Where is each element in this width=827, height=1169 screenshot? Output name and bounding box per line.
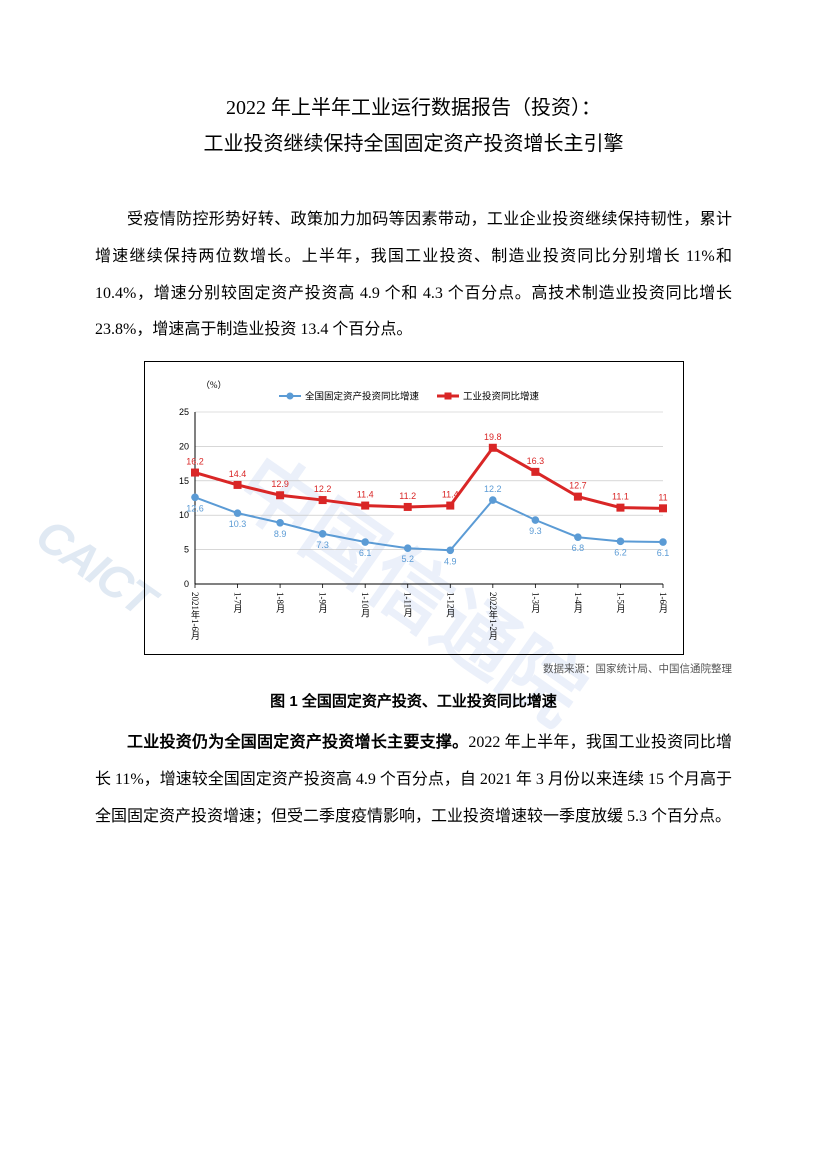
svg-text:20: 20 bbox=[178, 442, 188, 452]
svg-text:11.4: 11.4 bbox=[356, 490, 373, 500]
svg-text:4.9: 4.9 bbox=[444, 556, 457, 566]
paragraph-1: 受疫情防控形势好转、政策加力加码等因素带动，工业企业投资继续保持韧性，累计增速继… bbox=[95, 202, 732, 349]
paragraph-2-bold: 工业投资仍为全国固定资产投资增长主要支撑。 bbox=[127, 734, 468, 751]
svg-text:（%）: （%） bbox=[201, 380, 227, 390]
svg-text:5.2: 5.2 bbox=[401, 554, 414, 564]
line-chart: 0510152025（%）2021年1-6月1-7月1-8月1-9月1-10月1… bbox=[159, 376, 675, 646]
svg-text:1-5月: 1-5月 bbox=[615, 592, 625, 614]
chart-container: 0510152025（%）2021年1-6月1-7月1-8月1-9月1-10月1… bbox=[144, 361, 684, 655]
svg-text:11.2: 11.2 bbox=[399, 491, 416, 501]
svg-text:12.9: 12.9 bbox=[271, 479, 289, 489]
svg-text:1-11月: 1-11月 bbox=[402, 592, 412, 618]
svg-text:11.1: 11.1 bbox=[612, 492, 629, 502]
svg-text:15: 15 bbox=[178, 476, 188, 486]
svg-text:12.2: 12.2 bbox=[313, 484, 331, 494]
svg-text:0: 0 bbox=[183, 579, 188, 589]
svg-text:12.2: 12.2 bbox=[484, 484, 502, 494]
svg-text:1-7月: 1-7月 bbox=[232, 592, 242, 614]
svg-text:10.3: 10.3 bbox=[228, 519, 246, 529]
title-line-2: 工业投资继续保持全国固定资产投资增长主引擎 bbox=[95, 126, 732, 162]
svg-text:12.6: 12.6 bbox=[186, 503, 204, 513]
svg-text:1-4月: 1-4月 bbox=[572, 592, 582, 614]
svg-text:6.8: 6.8 bbox=[571, 543, 584, 553]
svg-text:25: 25 bbox=[178, 407, 188, 417]
svg-text:工业投资同比增速: 工业投资同比增速 bbox=[463, 391, 540, 403]
svg-text:8.9: 8.9 bbox=[273, 529, 286, 539]
title-block: 2022 年上半年工业运行数据报告（投资）： 工业投资继续保持全国固定资产投资增… bbox=[95, 90, 732, 162]
svg-text:16.3: 16.3 bbox=[526, 456, 544, 466]
svg-text:12.7: 12.7 bbox=[569, 481, 587, 491]
svg-text:2022年1-2月: 2022年1-2月 bbox=[487, 592, 497, 641]
page-content: 2022 年上半年工业运行数据报告（投资）： 工业投资继续保持全国固定资产投资增… bbox=[95, 90, 732, 836]
svg-text:1-6月: 1-6月 bbox=[658, 592, 668, 614]
svg-text:6.1: 6.1 bbox=[358, 548, 371, 558]
svg-text:11: 11 bbox=[658, 493, 667, 503]
svg-text:7.3: 7.3 bbox=[316, 540, 329, 550]
svg-text:11.4: 11.4 bbox=[441, 490, 458, 500]
svg-text:全国固定资产投资同比增速: 全国固定资产投资同比增速 bbox=[305, 391, 420, 403]
svg-text:1-3月: 1-3月 bbox=[530, 592, 540, 614]
chart-source: 数据来源：国家统计局、中国信通院整理 bbox=[95, 661, 732, 676]
svg-text:1-8月: 1-8月 bbox=[275, 592, 285, 614]
svg-text:16.2: 16.2 bbox=[186, 457, 204, 467]
svg-text:6.2: 6.2 bbox=[614, 548, 627, 558]
svg-text:6.1: 6.1 bbox=[656, 548, 669, 558]
svg-text:1-12月: 1-12月 bbox=[445, 592, 455, 618]
svg-text:9.3: 9.3 bbox=[529, 526, 542, 536]
figure-caption: 图 1 全国固定资产投资、工业投资同比增速 bbox=[95, 690, 732, 711]
svg-text:14.4: 14.4 bbox=[228, 469, 246, 479]
paragraph-2: 工业投资仍为全国固定资产投资增长主要支撑。2022 年上半年，我国工业投资同比增… bbox=[95, 725, 732, 835]
svg-text:2021年1-6月: 2021年1-6月 bbox=[190, 592, 200, 641]
svg-text:5: 5 bbox=[183, 545, 188, 555]
svg-text:1-9月: 1-9月 bbox=[317, 592, 327, 614]
svg-text:1-10月: 1-10月 bbox=[360, 592, 370, 618]
title-line-1: 2022 年上半年工业运行数据报告（投资）： bbox=[95, 90, 732, 126]
svg-text:19.8: 19.8 bbox=[484, 432, 502, 442]
